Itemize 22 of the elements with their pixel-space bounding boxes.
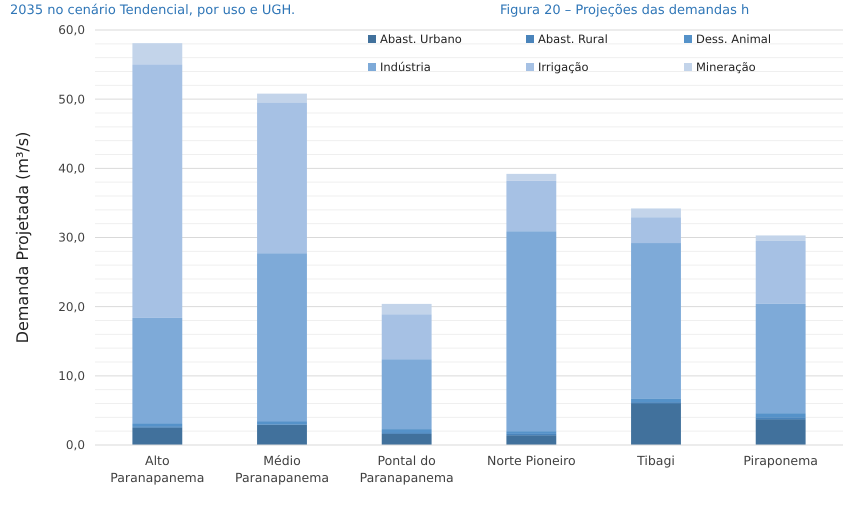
x-tick-label: Médio Paranapanema (234, 453, 330, 485)
legend-label: Abast. Rural (538, 32, 608, 46)
text: 2035 no cenário Tendencial, por uso e UGH. (10, 3, 296, 18)
y-axis-title: Demanda Projetada (m³/s) (13, 132, 32, 344)
legend-label: Irrigação (538, 60, 589, 74)
y-tick-label: 40,0 (58, 162, 85, 176)
legend-label: Mineração (696, 60, 756, 74)
x-tick-label: Pontal do Paranapanema (360, 453, 454, 485)
x-tick-label: Alto Paranapanema (110, 453, 204, 485)
legend-label: Abast. Urbano (380, 32, 462, 46)
legend-label: Indústria (380, 60, 431, 74)
y-tick-label: 60,0 (58, 23, 85, 38)
y-tick-label: 0,0 (66, 438, 85, 452)
y-tick-label: 30,0 (58, 230, 85, 245)
y-tick-label: 10,0 (58, 369, 85, 384)
text: Figura 20 – Projeções das demandas h (500, 3, 750, 18)
x-tick-label: Piraponema (743, 453, 818, 468)
x-tick-label: Tibagi (636, 453, 675, 468)
legend-label: Dess. Animal (696, 32, 772, 46)
y-tick-label: 50,0 (58, 92, 85, 106)
x-tick-label: Norte Pioneiro (486, 453, 576, 468)
y-tick-label: 20,0 (58, 300, 85, 314)
